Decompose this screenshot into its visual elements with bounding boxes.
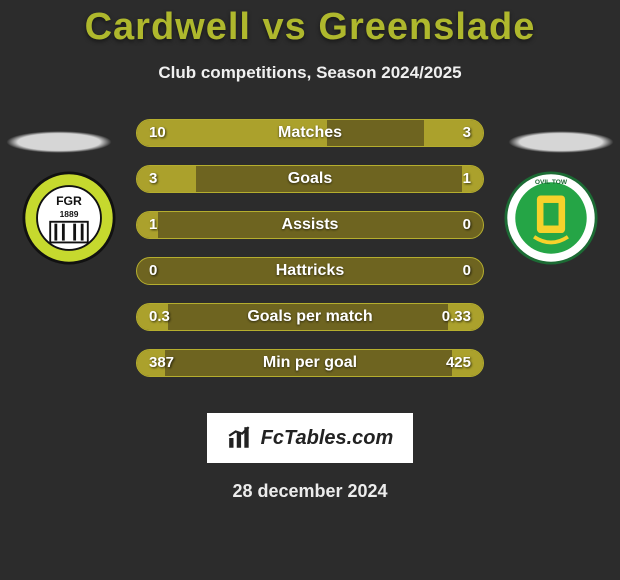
team-crest-right: OVIL TOW bbox=[504, 171, 598, 265]
shadow-ellipse-left bbox=[6, 131, 112, 153]
stat-bar-left bbox=[137, 212, 158, 238]
branding-badge[interactable]: FcTables.com bbox=[207, 413, 413, 463]
stat-row: Min per goal387425 bbox=[136, 349, 484, 377]
stat-bar-right bbox=[448, 304, 483, 330]
stat-row: Matches103 bbox=[136, 119, 484, 147]
stat-bar-left bbox=[137, 120, 327, 146]
stat-bar-left bbox=[137, 350, 165, 376]
subtitle: Club competitions, Season 2024/2025 bbox=[0, 63, 620, 83]
stat-bar-left bbox=[137, 166, 196, 192]
shadow-ellipse-right bbox=[508, 131, 614, 153]
branding-text: FcTables.com bbox=[261, 427, 394, 450]
title-vs: vs bbox=[263, 6, 307, 48]
date-text: 28 december 2024 bbox=[0, 481, 620, 502]
stat-bar-right bbox=[452, 350, 483, 376]
stat-bar-right bbox=[424, 120, 483, 146]
title-player-right: Greenslade bbox=[318, 6, 535, 48]
title-player-left: Cardwell bbox=[85, 6, 251, 48]
team-crest-left: FGR 1889 bbox=[22, 171, 116, 265]
svg-text:FGR: FGR bbox=[56, 194, 82, 208]
forest-green-crest-icon: FGR 1889 bbox=[22, 171, 116, 265]
comparison-card: Cardwell vs Greenslade Club competitions… bbox=[0, 0, 620, 580]
stat-bar-left bbox=[137, 304, 168, 330]
stat-bar-right bbox=[462, 166, 483, 192]
stats-column: Matches103 Goals31 Assists10 Hattricks00 Goa… bbox=[136, 111, 484, 377]
stat-row: Hattricks00 bbox=[136, 257, 484, 285]
svg-text:1889: 1889 bbox=[60, 209, 79, 219]
stat-bar-gap bbox=[137, 258, 483, 284]
svg-text:OVIL TOW: OVIL TOW bbox=[535, 179, 568, 186]
page-title: Cardwell vs Greenslade bbox=[0, 0, 620, 49]
stat-bar-gap bbox=[196, 166, 462, 192]
stat-bar-gap bbox=[158, 212, 483, 238]
stat-row: Goals per match0.30.33 bbox=[136, 303, 484, 331]
bars-icon bbox=[227, 425, 253, 451]
stat-bar-gap bbox=[168, 304, 448, 330]
stat-row: Goals31 bbox=[136, 165, 484, 193]
stat-row: Assists10 bbox=[136, 211, 484, 239]
yeovil-town-crest-icon: OVIL TOW bbox=[504, 171, 598, 265]
stat-bar-gap bbox=[327, 120, 424, 146]
comparison-arena: FGR 1889 OVIL TOW Matches103 Goals31 Assis… bbox=[0, 111, 620, 391]
stat-bar-gap bbox=[165, 350, 452, 376]
